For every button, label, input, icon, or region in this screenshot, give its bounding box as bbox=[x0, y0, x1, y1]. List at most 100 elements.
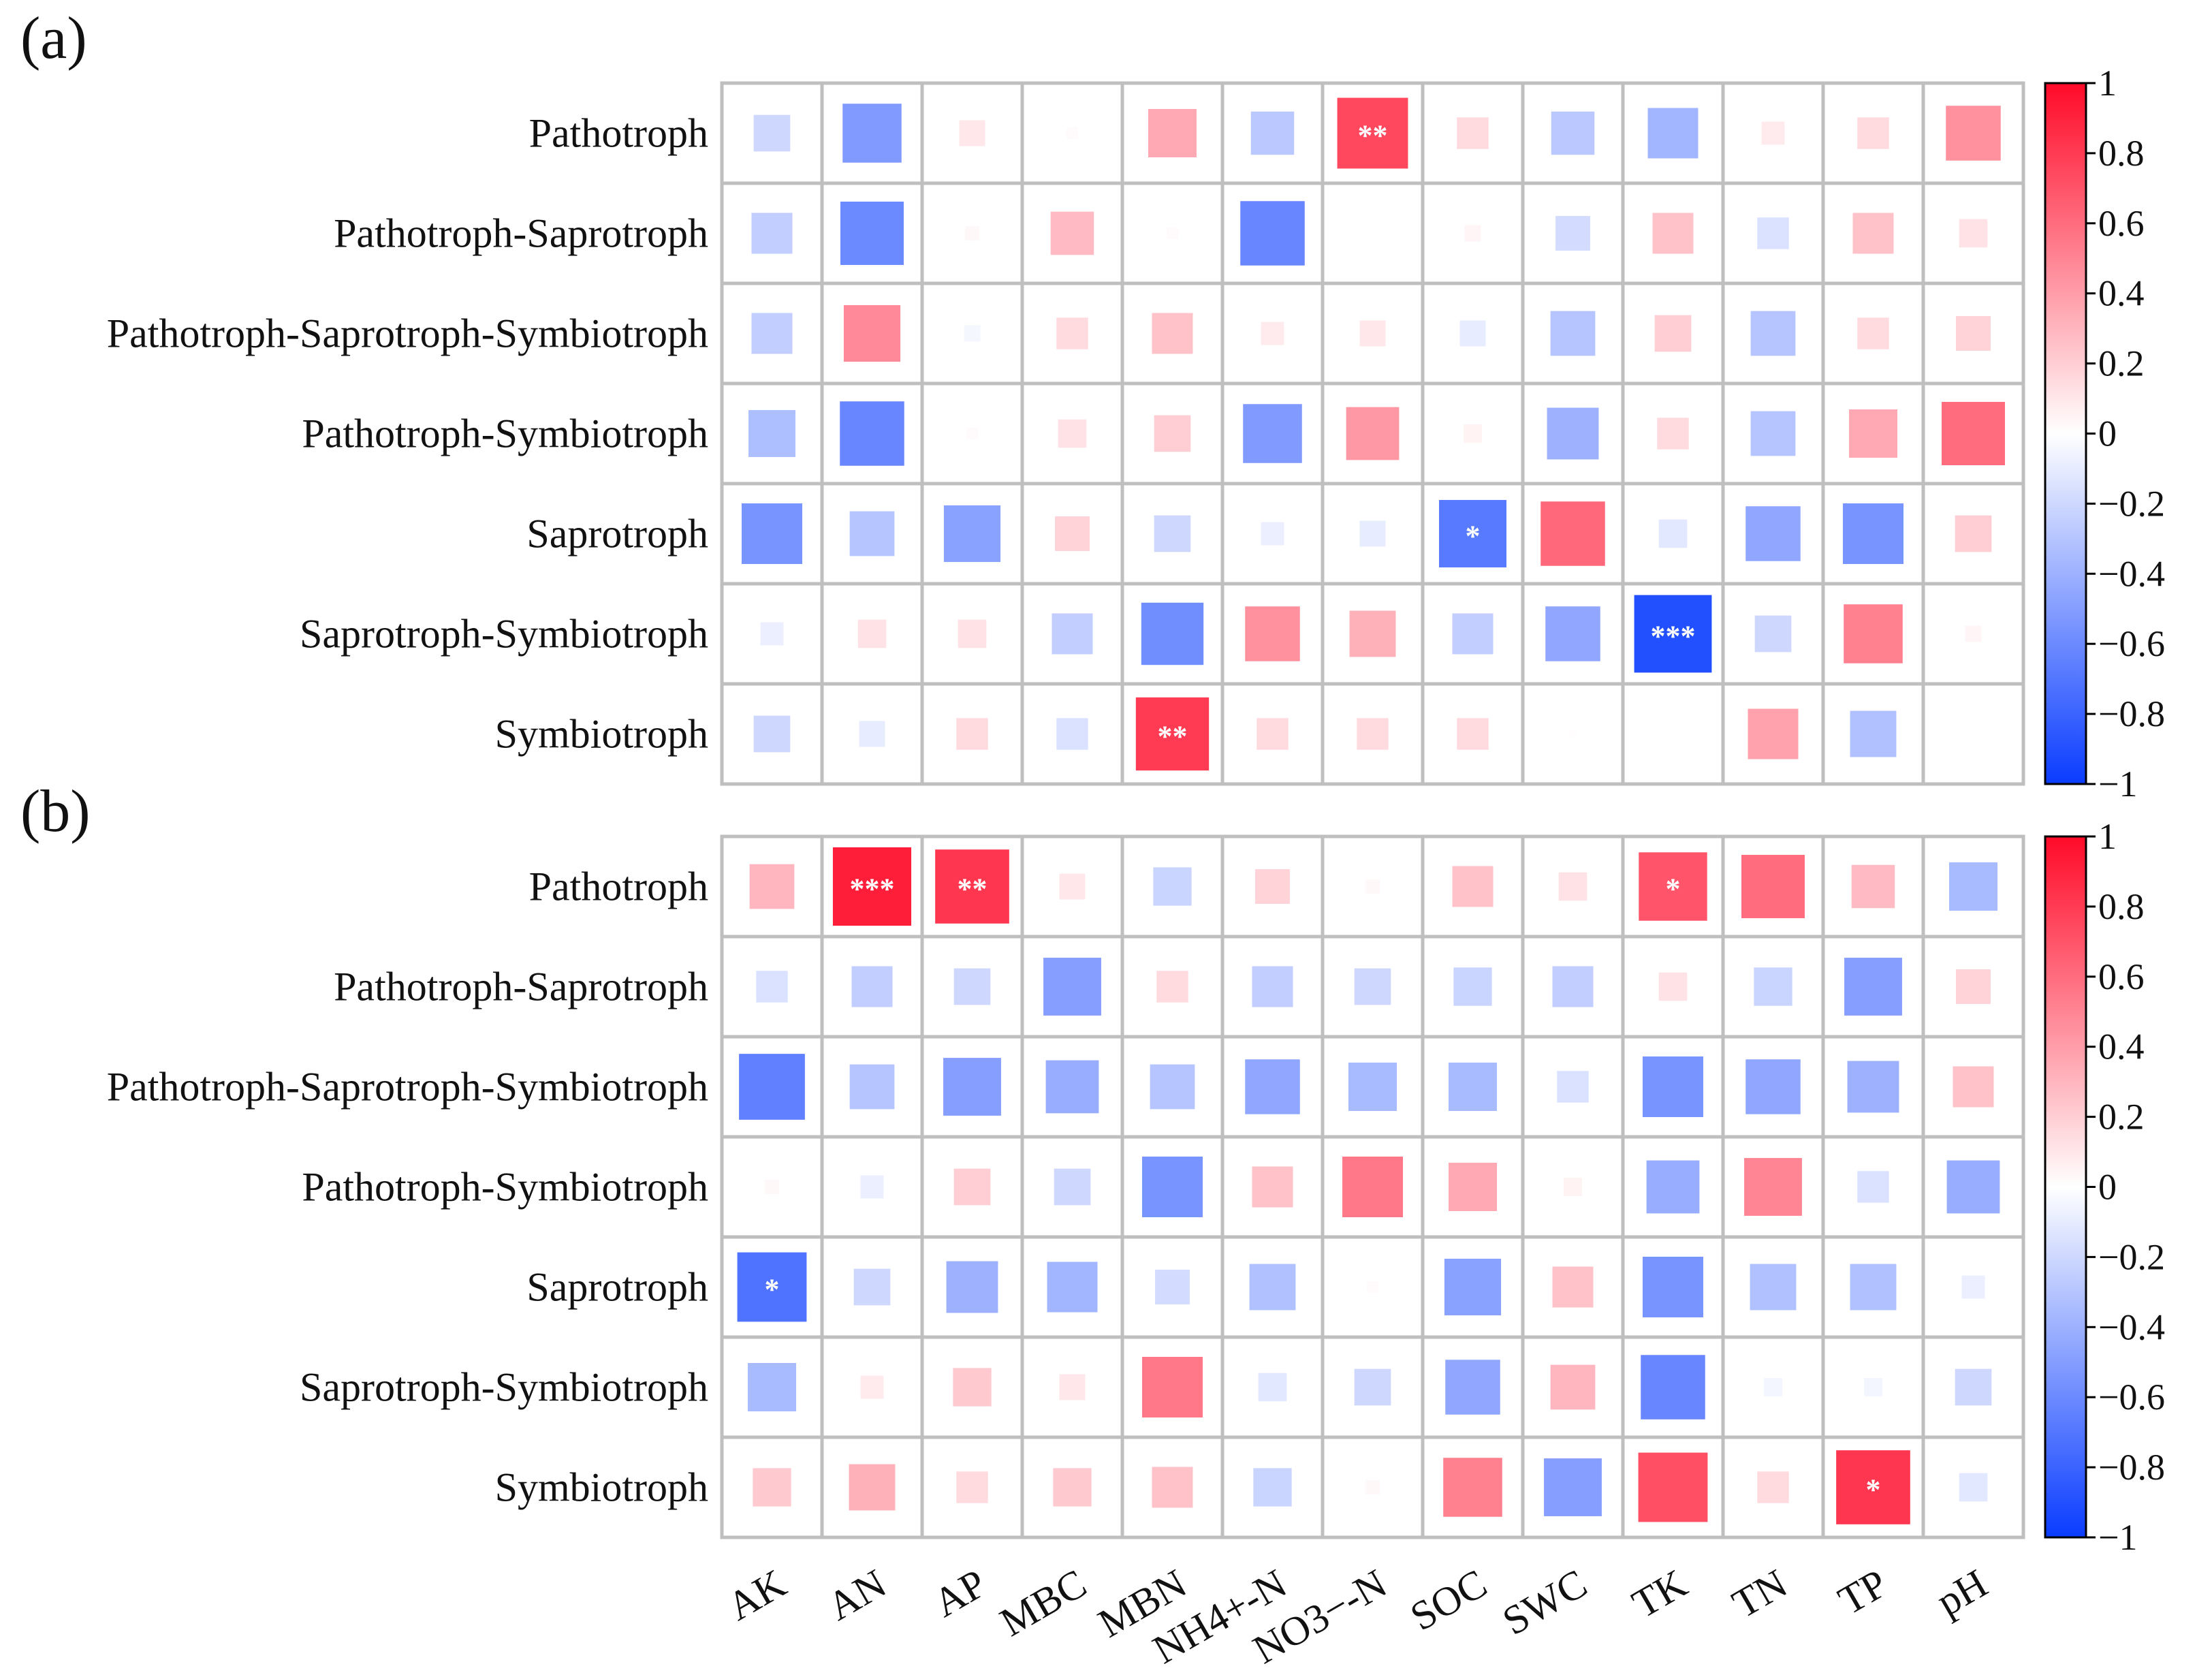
correlation-square bbox=[1750, 311, 1796, 356]
correlation-square bbox=[1257, 718, 1289, 750]
row-label: Pathotroph-Symbiotroph bbox=[302, 1165, 708, 1210]
correlation-square bbox=[1946, 1160, 2000, 1214]
correlation-square bbox=[1671, 732, 1675, 736]
correlation-square bbox=[1551, 111, 1595, 155]
correlation-square bbox=[1959, 1473, 1988, 1502]
heatmap-cell bbox=[1220, 482, 1325, 586]
correlation-square bbox=[1261, 322, 1284, 345]
significance-marker: *** bbox=[1651, 620, 1696, 653]
row-label: Pathotroph-Saprotroph bbox=[334, 965, 708, 1009]
correlation-square bbox=[1761, 121, 1785, 145]
correlation-square bbox=[751, 213, 793, 254]
correlation-square bbox=[1959, 219, 1988, 248]
correlation-square bbox=[1243, 404, 1302, 463]
correlation-square bbox=[1252, 966, 1293, 1007]
correlation-square bbox=[1054, 1168, 1091, 1206]
correlation-square bbox=[1757, 1471, 1789, 1503]
colorbar-tick-label: −0.8 bbox=[2098, 693, 2165, 734]
correlation-square bbox=[1956, 316, 1991, 351]
colorbar-tick-label: −0.6 bbox=[2098, 623, 2165, 664]
correlation-square bbox=[857, 619, 887, 648]
correlation-square bbox=[760, 622, 784, 646]
correlation-square bbox=[1961, 1275, 1985, 1299]
row-label: Saprotroph bbox=[526, 1265, 708, 1310]
significance-marker: * bbox=[765, 1273, 780, 1306]
correlation-square bbox=[860, 1375, 884, 1399]
colorbar-gradient bbox=[2044, 82, 2087, 785]
correlation-square bbox=[956, 718, 988, 750]
correlation-square bbox=[1365, 879, 1380, 894]
correlation-square bbox=[748, 410, 795, 457]
correlation-square bbox=[1359, 520, 1386, 547]
correlation-square bbox=[965, 226, 979, 240]
column-label: AN bbox=[820, 1561, 894, 1629]
correlation-square bbox=[1955, 1368, 1992, 1406]
correlation-square bbox=[765, 1180, 779, 1194]
correlation-square bbox=[1942, 402, 2005, 465]
correlation-square bbox=[1167, 228, 1178, 239]
correlation-square bbox=[1357, 718, 1389, 750]
correlation-square bbox=[1354, 968, 1391, 1005]
correlation-square bbox=[1643, 1257, 1703, 1317]
correlation-square bbox=[851, 966, 893, 1007]
column-label: SWC bbox=[1495, 1561, 1594, 1644]
correlation-square bbox=[1464, 424, 1482, 443]
colorbar-tick-label: −1 bbox=[2098, 1517, 2137, 1558]
correlation-square bbox=[1154, 515, 1191, 552]
correlation-square bbox=[751, 313, 793, 354]
correlation-square bbox=[1638, 1452, 1708, 1522]
row-label: Pathotroph-Saprotroph-Symbiotroph bbox=[107, 1065, 708, 1110]
correlation-square bbox=[737, 1252, 807, 1322]
correlation-square bbox=[842, 104, 902, 163]
correlation-square bbox=[1750, 1264, 1797, 1311]
colorbar: 1 0.8 0.6 0.4 0.2 0 −0.2 −0.4 −0.6 −0.8 −1 bbox=[2044, 63, 2165, 804]
heatmap-cell bbox=[1421, 1035, 1525, 1139]
correlation-square bbox=[756, 971, 788, 1003]
correlation-square bbox=[935, 849, 1009, 924]
heatmap-cell bbox=[1421, 1435, 1525, 1539]
significance-marker: * bbox=[1866, 1473, 1881, 1507]
column-label: TK bbox=[1625, 1561, 1694, 1627]
correlation-square bbox=[953, 1168, 991, 1206]
correlation-square bbox=[1245, 1059, 1300, 1114]
correlation-square bbox=[739, 1054, 805, 1120]
correlation-square bbox=[1066, 127, 1078, 139]
correlation-square bbox=[1568, 730, 1577, 738]
correlation-square bbox=[1953, 1066, 1994, 1108]
heatmap-cell bbox=[1921, 935, 2025, 1039]
correlation-square bbox=[832, 847, 912, 926]
correlation-square bbox=[1043, 958, 1101, 1016]
significance-marker: ** bbox=[1358, 119, 1388, 153]
correlation-square bbox=[1135, 697, 1210, 771]
correlation-square bbox=[1354, 1368, 1391, 1406]
correlation-square bbox=[742, 503, 802, 564]
correlation-square bbox=[1348, 1063, 1397, 1111]
correlation-square bbox=[1946, 106, 2001, 161]
correlation-square bbox=[1253, 1468, 1292, 1507]
correlation-square bbox=[1443, 1458, 1502, 1517]
heatmap-cell bbox=[1621, 181, 1725, 285]
correlation-square bbox=[1258, 1373, 1287, 1402]
correlation-square bbox=[1142, 1157, 1203, 1217]
colorbar-tick-label: 1 bbox=[2098, 63, 2117, 104]
colorbar-tick-label: 0.6 bbox=[2098, 956, 2145, 997]
correlation-square bbox=[1754, 615, 1792, 653]
colorbar-tick-label: 0.4 bbox=[2098, 1026, 2145, 1067]
correlation-square bbox=[1365, 1480, 1380, 1494]
correlation-square bbox=[1545, 606, 1600, 661]
heatmap-cell bbox=[1521, 582, 1625, 686]
correlation-square bbox=[943, 1058, 1001, 1116]
correlation-square bbox=[1850, 710, 1897, 757]
correlation-square bbox=[1148, 109, 1197, 157]
correlation-square bbox=[1342, 1157, 1403, 1217]
row-label: Saprotroph-Symbiotroph bbox=[300, 1365, 708, 1410]
correlation-square bbox=[853, 1268, 891, 1306]
correlation-square bbox=[1550, 311, 1596, 356]
correlation-square bbox=[1544, 1458, 1602, 1516]
correlation-square bbox=[753, 114, 791, 152]
correlation-square bbox=[966, 428, 978, 439]
row-label: Pathotroph bbox=[529, 111, 708, 156]
correlation-square bbox=[1240, 201, 1305, 266]
correlation-square bbox=[1453, 967, 1492, 1006]
correlation-square bbox=[1652, 213, 1694, 254]
